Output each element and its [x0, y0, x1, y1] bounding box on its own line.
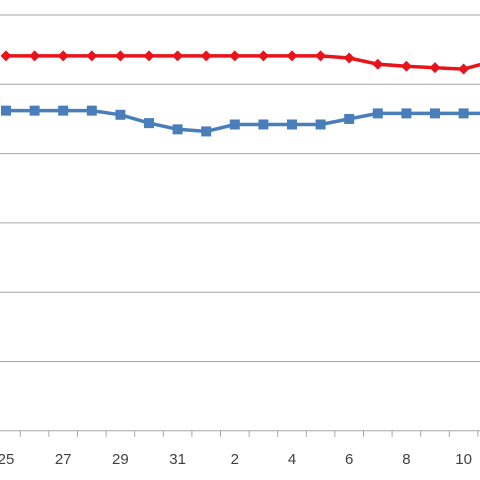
data-point-diamond	[229, 50, 241, 62]
x-tick-label: 6	[345, 451, 353, 468]
data-point-square	[201, 126, 212, 137]
data-point-diamond	[458, 63, 470, 75]
data-point-square	[1, 105, 11, 116]
data-point-diamond	[143, 50, 155, 62]
data-point-square	[344, 113, 355, 124]
x-tick-label: 10	[455, 451, 472, 468]
x-tick-label: 27	[55, 451, 72, 468]
data-point-square	[372, 108, 383, 119]
data-point-square	[258, 119, 269, 130]
data-point-square	[58, 105, 69, 116]
data-point-diamond	[400, 60, 412, 72]
data-point-square	[144, 118, 154, 129]
x-tick-label: 4	[288, 451, 296, 468]
data-point-diamond	[29, 50, 41, 62]
data-point-square	[315, 119, 326, 130]
data-point-square	[458, 108, 469, 119]
x-axis	[0, 430, 480, 437]
series-2	[1, 105, 480, 137]
data-point-diamond	[372, 58, 384, 70]
series-1	[0, 50, 480, 75]
data-point-diamond	[200, 50, 212, 62]
gridlines	[0, 14, 480, 362]
data-point-square	[86, 105, 97, 116]
x-tick-label: 8	[402, 451, 410, 468]
data-point-square	[229, 119, 240, 130]
data-point-square	[29, 105, 40, 116]
data-point-square	[401, 108, 412, 119]
x-tick-label: 2	[231, 451, 239, 468]
data-point-diamond	[257, 50, 269, 62]
data-point-square	[287, 119, 297, 130]
x-tick-label: 25	[0, 451, 14, 468]
x-tick-label: 31	[169, 451, 186, 468]
series-group	[0, 50, 480, 137]
x-tick-label: 29	[112, 451, 129, 468]
data-point-diamond	[0, 50, 12, 62]
data-point-diamond	[429, 62, 441, 74]
data-point-diamond	[114, 50, 126, 62]
data-point-diamond	[86, 50, 98, 62]
data-point-square	[430, 108, 440, 119]
data-point-diamond	[172, 50, 184, 62]
data-point-diamond	[315, 50, 327, 62]
data-point-square	[172, 124, 183, 135]
data-point-square	[115, 109, 126, 120]
x-tick-labels: 25 27 29 31 2 4 6 8 10	[0, 451, 472, 468]
data-point-diamond	[343, 52, 355, 64]
data-point-diamond	[286, 50, 298, 62]
data-point-diamond	[57, 50, 69, 62]
